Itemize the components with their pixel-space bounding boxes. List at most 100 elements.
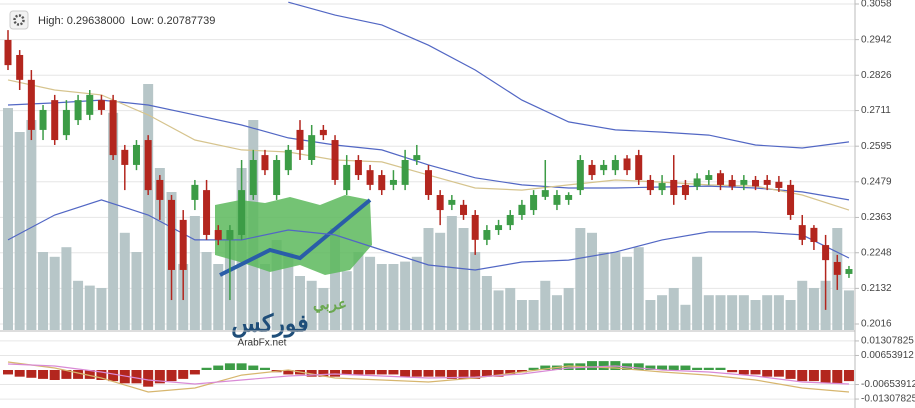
- logo-top: عربي: [313, 296, 347, 314]
- macd-bar: [703, 367, 714, 370]
- y-tick-label: 0.2248: [861, 247, 892, 258]
- volume-bar: [189, 216, 200, 330]
- macd-bar: [283, 370, 294, 375]
- candle-body: [752, 179, 760, 187]
- volume-bar: [330, 228, 341, 330]
- volume-bar: [551, 295, 562, 330]
- volume-bar: [26, 120, 37, 330]
- candle-body: [611, 160, 619, 171]
- candle-body: [705, 175, 713, 180]
- macd-bar: [61, 370, 72, 379]
- grid: [0, 3, 855, 400]
- macd-bar: [388, 370, 399, 375]
- volume-bar: [213, 264, 224, 330]
- volume-bar: [49, 256, 60, 330]
- macd-bar: [259, 367, 270, 370]
- macd-bar: [236, 363, 247, 370]
- candle-body: [261, 155, 269, 171]
- candle-body: [623, 158, 631, 171]
- candle-body: [389, 179, 397, 185]
- volume-bar: [505, 288, 516, 330]
- candle-body: [588, 164, 596, 176]
- macd-bar: [423, 370, 434, 377]
- candle-body: [401, 160, 409, 185]
- macd-bar: [73, 370, 84, 379]
- volume-bar: [633, 247, 644, 330]
- macd-bar: [540, 365, 551, 370]
- y-tick-label: 0.2826: [861, 70, 892, 81]
- candle-body: [62, 109, 70, 136]
- candle-body: [27, 79, 35, 130]
- volume-bar: [318, 288, 329, 330]
- candle-body: [86, 94, 94, 115]
- volume-bar: [154, 168, 165, 330]
- macd-bar: [318, 370, 329, 377]
- y-tick-label: 0.2016: [861, 319, 892, 330]
- candle-body: [635, 155, 643, 180]
- macd-bar: [38, 370, 49, 379]
- candle-body: [156, 179, 164, 200]
- candle-body: [238, 190, 246, 235]
- macd-bar: [166, 370, 177, 382]
- macd-bar: [808, 370, 819, 382]
- macd-bar: [458, 370, 469, 379]
- logo-site: ArabFx.net: [238, 338, 287, 349]
- candle-body: [413, 155, 421, 161]
- line-upper: [288, 1, 850, 149]
- macd-bar: [797, 370, 808, 382]
- settings-icon[interactable]: [13, 14, 25, 26]
- macd-bar: [201, 367, 212, 370]
- macd-bar: [528, 367, 539, 370]
- macd-bar: [213, 365, 224, 370]
- candle-body: [168, 199, 176, 270]
- candle-body: [132, 144, 140, 165]
- candle-body: [273, 160, 281, 196]
- volume-bar: [680, 304, 691, 330]
- macd-bar: [516, 370, 527, 373]
- settings-button[interactable]: [9, 10, 29, 30]
- y-tick-label: 0.01307825: [861, 336, 914, 347]
- y-tick-label: 0.00653912: [861, 350, 914, 361]
- volume-bar: [750, 300, 761, 330]
- candle-body: [191, 184, 199, 200]
- volume-bar: [143, 84, 154, 330]
- volume-bar: [271, 240, 282, 330]
- volume: [3, 84, 854, 330]
- volume-bar: [61, 247, 72, 330]
- macd-bar: [224, 363, 235, 370]
- y-tick-label: 0.2711: [861, 105, 891, 116]
- candle-body: [296, 129, 304, 150]
- macd-bar: [306, 370, 317, 377]
- y-tick-label: 0.2942: [861, 34, 892, 45]
- candle-body: [541, 190, 549, 197]
- volume-bar: [773, 295, 784, 330]
- candle-body: [97, 100, 105, 110]
- volume-bar: [598, 252, 609, 330]
- axes: 0.3058 0.2942 0.2826 0.2711 0.2595 0.2479 0.23…: [855, 0, 915, 405]
- macd-bar: [820, 370, 831, 384]
- volume-bar: [365, 256, 376, 330]
- volume-bar: [610, 252, 621, 330]
- high-label: High: 0.29638000: [38, 15, 125, 27]
- volume-bar: [119, 232, 130, 330]
- candle-body: [144, 140, 152, 191]
- candle-body: [693, 178, 701, 187]
- candle-body: [378, 175, 386, 191]
- candle-body: [810, 227, 818, 243]
- candle-body: [822, 245, 830, 261]
- macd-bar: [633, 363, 644, 370]
- candle-body: [249, 160, 257, 196]
- volume-bar: [306, 280, 317, 330]
- macd-bar: [738, 370, 749, 375]
- volume-bar: [563, 288, 574, 330]
- y-tick-label: 0.2363: [861, 212, 892, 223]
- macd-bar: [131, 370, 142, 384]
- candle-body: [203, 190, 211, 235]
- volume-bar: [14, 132, 25, 330]
- line-signal: [7, 361, 850, 393]
- volume-bar: [528, 300, 539, 330]
- macd-bar: [154, 370, 165, 384]
- volume-bar: [376, 264, 387, 330]
- macd-bar: [657, 365, 668, 370]
- y-tick-label: 0.2595: [861, 141, 892, 152]
